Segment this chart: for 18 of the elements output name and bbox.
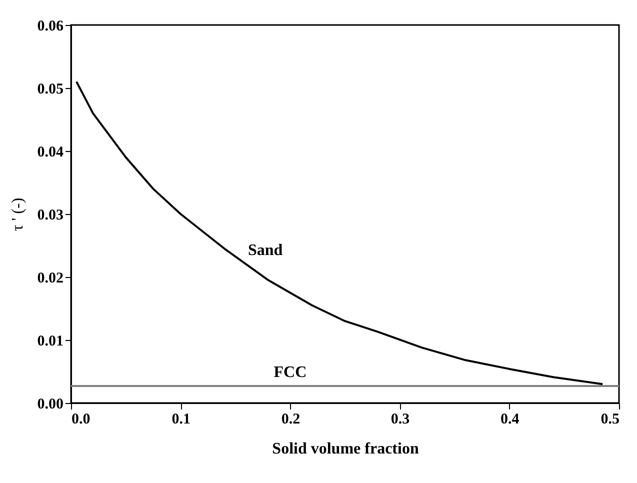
x-axis-title: Solid volume fraction	[272, 440, 419, 458]
y-axis-title: τ ' (-)	[9, 198, 26, 232]
y-tick-label: 0.03	[37, 208, 64, 224]
y-tick-label: 0.06	[37, 18, 64, 34]
line-series	[75, 80, 604, 386]
x-tick-label: 0.3	[390, 412, 410, 428]
annotation: Sand	[248, 242, 283, 259]
x-tick-label: 0.1	[172, 412, 190, 428]
y-tick-label: 0.04	[37, 144, 64, 160]
x-tick-label: 0.2	[281, 412, 300, 428]
annotation: FCC	[274, 364, 307, 381]
y-tick-label: 0.01	[37, 334, 64, 350]
x-tick-label: 0.4	[500, 412, 520, 428]
y-tick-label: 0.02	[37, 270, 64, 286]
x-tick-label: 0.0	[72, 412, 90, 428]
y-tick-label: 0.00	[37, 396, 64, 412]
y-tick-label: 0.05	[37, 82, 64, 98]
x-tick-label: 0.5	[600, 412, 620, 428]
